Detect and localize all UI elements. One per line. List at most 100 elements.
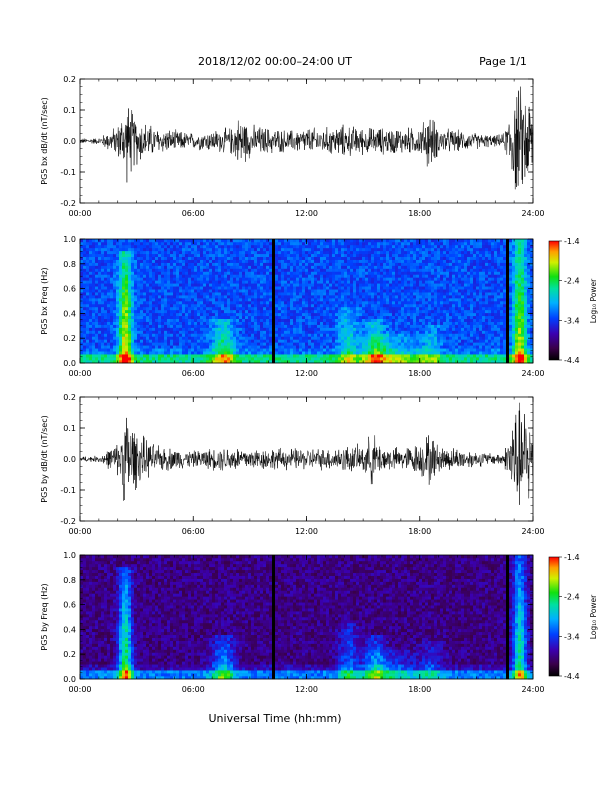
spectrogram-cell bbox=[311, 250, 315, 255]
spectrogram-cell bbox=[296, 327, 300, 331]
spectrogram-cell bbox=[323, 259, 327, 263]
spectrogram-cell bbox=[113, 283, 117, 287]
spectrogram-cell bbox=[263, 283, 267, 287]
spectrogram-cell bbox=[341, 253, 345, 258]
spectrogram-cell bbox=[254, 357, 258, 361]
spectrogram-cell bbox=[335, 268, 339, 272]
spectrogram-cell bbox=[347, 339, 351, 343]
spectrogram-cell bbox=[329, 239, 333, 243]
spectrogram-cell bbox=[98, 327, 102, 331]
spectrogram-cell bbox=[209, 277, 213, 281]
spectrogram-cell bbox=[113, 292, 117, 296]
spectrogram-cell bbox=[269, 277, 273, 281]
spectrogram-cell bbox=[110, 333, 114, 337]
spectrogram-cell bbox=[254, 342, 258, 346]
spectrogram-cell bbox=[410, 354, 414, 358]
spectrogram-cell bbox=[389, 280, 393, 284]
spectrogram-cell bbox=[383, 298, 387, 302]
spectrogram-cell bbox=[137, 318, 141, 322]
spectrogram-cell bbox=[224, 339, 228, 343]
spectrogram-cell bbox=[152, 271, 156, 275]
spectrogram-cell bbox=[398, 256, 402, 260]
spectrogram-cell bbox=[395, 268, 399, 272]
spectrogram-cell bbox=[254, 250, 258, 255]
spectrogram-cell bbox=[161, 268, 165, 272]
spectrogram-cell bbox=[290, 277, 294, 281]
spectrogram-cell bbox=[320, 259, 324, 263]
spectrogram-cell bbox=[278, 333, 282, 337]
spectrogram-cell bbox=[104, 241, 108, 246]
spectrogram-cell bbox=[329, 321, 333, 325]
spectrogram-cell bbox=[377, 259, 381, 263]
spectrogram-cell bbox=[308, 333, 312, 337]
spectrogram-cell bbox=[224, 274, 228, 278]
spectrogram-cell bbox=[398, 312, 402, 317]
spectrogram-cell bbox=[146, 327, 150, 331]
spectrogram-cell bbox=[122, 360, 126, 364]
spectrogram-cell bbox=[362, 274, 366, 278]
spectrogram-cell bbox=[260, 247, 264, 252]
spectrogram-cell bbox=[137, 309, 141, 314]
spectrogram-cell bbox=[368, 351, 372, 355]
spectrogram-cell bbox=[425, 321, 429, 325]
spectrogram-cell bbox=[314, 271, 318, 275]
spectrogram-cell bbox=[275, 289, 279, 293]
spectrogram-cell bbox=[173, 268, 177, 272]
spectrogram-cell bbox=[308, 250, 312, 255]
spectrogram-cell bbox=[206, 330, 210, 334]
spectrogram-cell bbox=[281, 253, 285, 258]
spectrogram-cell bbox=[251, 292, 255, 296]
spectrogram-cell bbox=[107, 348, 111, 352]
spectrogram-cell bbox=[293, 283, 297, 287]
spectrogram-cell bbox=[287, 309, 291, 314]
spectrogram-cell bbox=[305, 274, 309, 278]
spectrogram-cell bbox=[296, 265, 300, 269]
spectrogram-cell bbox=[317, 301, 321, 305]
spectrogram-cell bbox=[185, 339, 189, 343]
spectrogram-cell bbox=[287, 301, 291, 305]
spectrogram-cell bbox=[146, 265, 150, 269]
spectrogram-cell bbox=[236, 244, 240, 249]
spectrogram-cell bbox=[341, 327, 345, 331]
spectrogram-cell bbox=[335, 247, 339, 252]
spectrogram-cell bbox=[404, 292, 408, 296]
spectrogram-cell bbox=[329, 348, 333, 352]
spectrogram-cell bbox=[377, 312, 381, 317]
spectrogram-cell bbox=[425, 357, 429, 361]
spectrogram-cell bbox=[92, 274, 96, 278]
spectrogram-cell bbox=[362, 259, 366, 263]
spectrogram-cell bbox=[242, 301, 246, 305]
spectrogram-cell bbox=[401, 283, 405, 287]
spectrogram-cell bbox=[359, 303, 363, 308]
spectrogram-cell bbox=[122, 315, 126, 320]
spectrogram-cell bbox=[350, 318, 354, 322]
spectrogram-cell bbox=[137, 330, 141, 334]
spectrogram-cell bbox=[326, 280, 330, 284]
spectrogram-cell bbox=[110, 250, 114, 255]
spectrogram-cell bbox=[347, 301, 351, 305]
spectrogram-cell bbox=[365, 271, 369, 275]
spectrogram-cell bbox=[191, 301, 195, 305]
spectrogram-cell bbox=[206, 280, 210, 284]
spectrogram-cell bbox=[122, 339, 126, 343]
spectrogram-cell bbox=[200, 286, 204, 290]
spectrogram-cell bbox=[227, 301, 231, 305]
spectrogram-cell bbox=[110, 318, 114, 322]
spectrogram-cell bbox=[389, 342, 393, 346]
spectrogram-cell bbox=[155, 303, 159, 308]
spectrogram-cell bbox=[83, 330, 87, 334]
spectrogram-cell bbox=[182, 298, 186, 302]
spectrogram-cell bbox=[125, 309, 129, 314]
spectrogram-cell bbox=[404, 265, 408, 269]
spectrogram-cell bbox=[182, 286, 186, 290]
spectrogram-cell bbox=[155, 333, 159, 337]
spectrogram-cell bbox=[338, 360, 342, 364]
spectrogram-cell bbox=[401, 292, 405, 296]
spectrogram-cell bbox=[215, 357, 219, 361]
spectrogram-cell bbox=[242, 306, 246, 311]
spectrogram-cell bbox=[185, 253, 189, 258]
spectrogram-cell bbox=[86, 241, 90, 246]
spectrogram-cell bbox=[83, 357, 87, 361]
spectrogram-cell bbox=[281, 324, 285, 328]
spectrogram-cell bbox=[392, 244, 396, 249]
